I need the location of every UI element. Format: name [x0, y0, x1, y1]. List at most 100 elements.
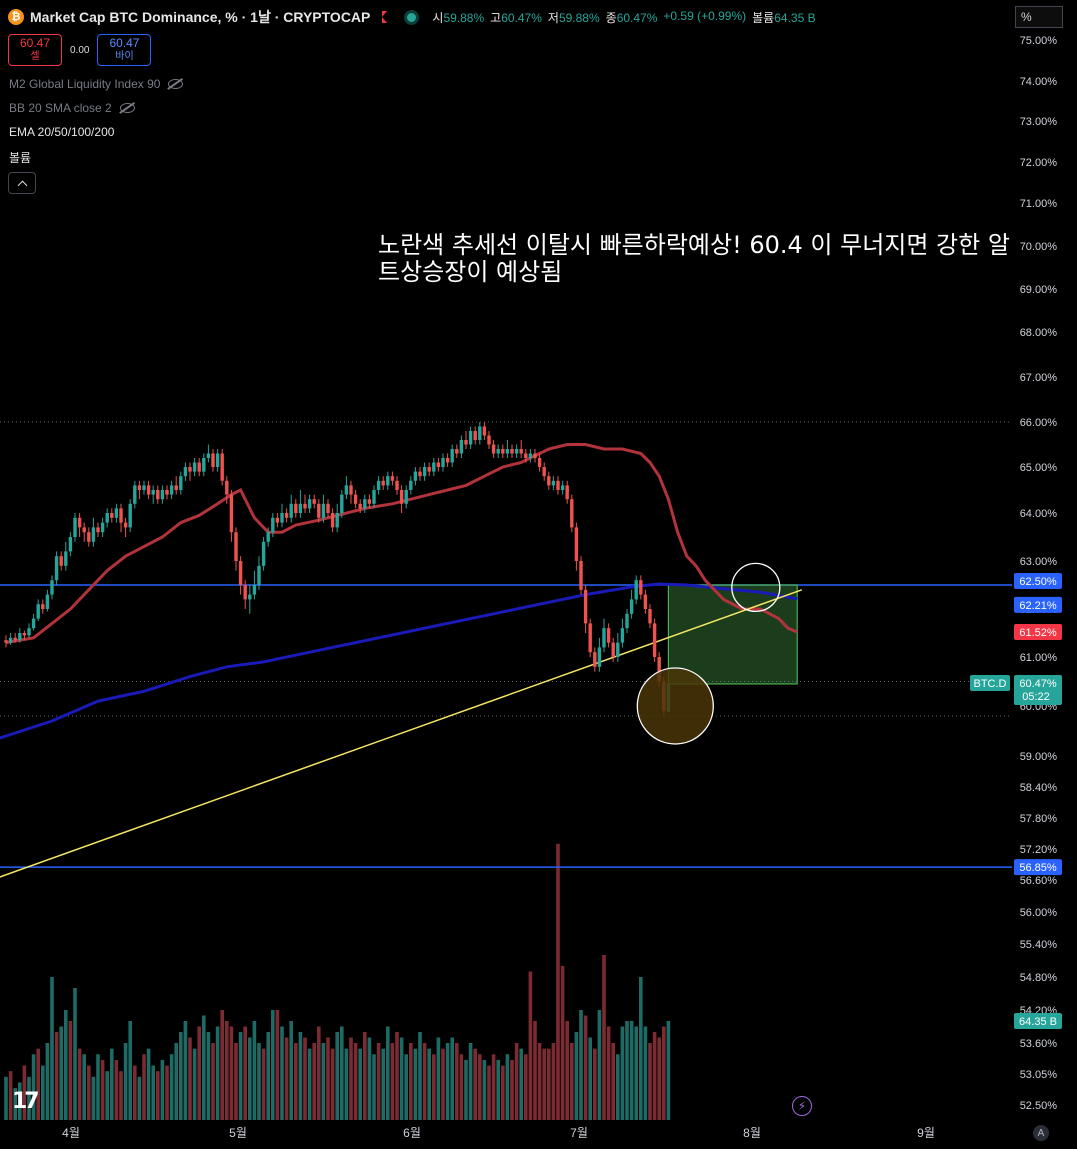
- indicator-volume[interactable]: 볼륨: [9, 149, 31, 166]
- candle-body: [574, 527, 579, 561]
- x-tick-label: 8월: [743, 1126, 761, 1140]
- candle-body: [105, 513, 109, 523]
- volume-bar: [662, 1026, 666, 1120]
- price-label: 62.21%: [1019, 600, 1057, 612]
- candle-body: [639, 580, 643, 595]
- volume-bar: [206, 1032, 211, 1120]
- candle-body: [114, 508, 119, 518]
- indicator-bb[interactable]: BB 20 SMA close 2: [9, 101, 135, 115]
- x-tick-label: 5월: [229, 1126, 247, 1140]
- volume-bar: [432, 1054, 436, 1120]
- candle-body: [496, 449, 500, 454]
- candle-body: [386, 476, 390, 486]
- candle-body: [174, 485, 178, 490]
- candle-body: [505, 449, 510, 454]
- volume-bar: [243, 1026, 247, 1120]
- ohlc-key: 저: [547, 10, 559, 25]
- annotation-circles: [636, 562, 781, 745]
- y-tick-label: 69.00%: [1020, 284, 1058, 296]
- volume-bar: [257, 1043, 261, 1120]
- volume-bar: [36, 1048, 40, 1120]
- volume-bar: [556, 843, 560, 1120]
- volume-bar: [91, 1076, 96, 1120]
- candle-body: [560, 485, 565, 490]
- volume-bar: [363, 1032, 367, 1120]
- candle-body: [169, 485, 174, 495]
- volume-bar: [473, 1048, 477, 1120]
- sell-button[interactable]: 60.47 셀: [8, 34, 62, 66]
- candle-body: [441, 458, 445, 467]
- candle-body: [100, 522, 105, 533]
- volume-bar: [234, 1043, 238, 1120]
- candle-body: [390, 476, 395, 481]
- bitcoin-icon: ₿: [8, 9, 24, 25]
- eye-off-icon[interactable]: [119, 103, 135, 113]
- volume-bar: [570, 1043, 574, 1120]
- indicator-ema[interactable]: EMA 20/50/100/200: [9, 125, 114, 139]
- candle-body: [156, 490, 160, 500]
- volume-bar: [142, 1054, 146, 1120]
- x-axis: 4월 5월 6월 7월 8월 9월: [62, 1126, 935, 1140]
- candle-body: [123, 522, 128, 528]
- candle-body: [436, 462, 441, 467]
- volume-bar: [657, 1037, 661, 1120]
- buy-button[interactable]: 60.47 바이: [97, 34, 152, 66]
- candle-body: [188, 467, 192, 472]
- volume-bar: [436, 1037, 441, 1120]
- candle-body: [629, 599, 634, 614]
- bolt-icon[interactable]: ⚡: [792, 1096, 812, 1116]
- volume-bar: [478, 1054, 482, 1120]
- volume-bar: [202, 1015, 206, 1120]
- volume-bar: [18, 1082, 22, 1120]
- volume-bar: [169, 1054, 174, 1120]
- candle-body: [464, 440, 468, 445]
- y-tick-label: 61.00%: [1020, 652, 1058, 664]
- y-tick-label: 53.05%: [1020, 1069, 1058, 1081]
- auto-scale-button[interactable]: A: [1033, 1125, 1049, 1141]
- price-label-bg: [1014, 859, 1062, 876]
- ema-red-line: [5, 443, 798, 645]
- volume-bar: [666, 1021, 671, 1120]
- eye-off-icon[interactable]: [168, 79, 184, 89]
- collapse-indicators-button[interactable]: [8, 172, 36, 194]
- candle-body: [41, 604, 45, 609]
- tradingview-logo[interactable]: 17: [12, 1089, 40, 1114]
- candle-body: [381, 480, 385, 486]
- symbol-title[interactable]: Market Cap BTC Dominance, % · 1날 · CRYPT…: [30, 9, 371, 25]
- level-lines: [0, 421, 1012, 868]
- candle-body: [473, 431, 477, 440]
- flag-icon[interactable]: [382, 11, 388, 23]
- volume-bar: [326, 1037, 330, 1120]
- chart-annotation-text[interactable]: 노란색 추세선 이탈시 빠른하락예상! 60.4 이 무너지면 강한 알트상승장…: [378, 231, 1010, 286]
- volume-bar: [330, 1048, 335, 1120]
- candle-body: [657, 657, 661, 682]
- volume-bar: [13, 1088, 17, 1120]
- volume-bar: [427, 1048, 431, 1120]
- candle-body: [556, 480, 560, 490]
- volume-bar: [648, 1043, 652, 1120]
- y-tick-label: 58.40%: [1020, 782, 1058, 794]
- indicator-m2[interactable]: M2 Global Liquidity Index 90: [9, 77, 184, 91]
- volume-bar: [491, 1054, 496, 1120]
- range-box: [667, 584, 798, 685]
- volume-bar: [533, 1021, 537, 1120]
- spread-value: 0.00: [70, 44, 90, 56]
- volume-bar: [579, 1010, 583, 1120]
- candle-body: [432, 462, 436, 472]
- ohlc-item: 고60.47%: [490, 9, 542, 26]
- volume-bar: [376, 1043, 381, 1120]
- volume-bar: [146, 1048, 151, 1120]
- ohlc-value: 59.88%: [443, 10, 485, 25]
- volume-bar: [294, 1043, 298, 1120]
- candle-body: [183, 467, 188, 477]
- x-tick-label: 9월: [917, 1126, 935, 1140]
- volume-bar: [634, 1026, 638, 1120]
- y-tick-label: 57.20%: [1020, 844, 1058, 856]
- symbol-tag-bg: [970, 674, 1010, 691]
- scale-mode-box[interactable]: %: [1015, 6, 1063, 28]
- candle-body: [206, 453, 211, 458]
- candle-body: [482, 426, 487, 436]
- volume-bar: [321, 1043, 326, 1120]
- volume-bar: [317, 1026, 321, 1120]
